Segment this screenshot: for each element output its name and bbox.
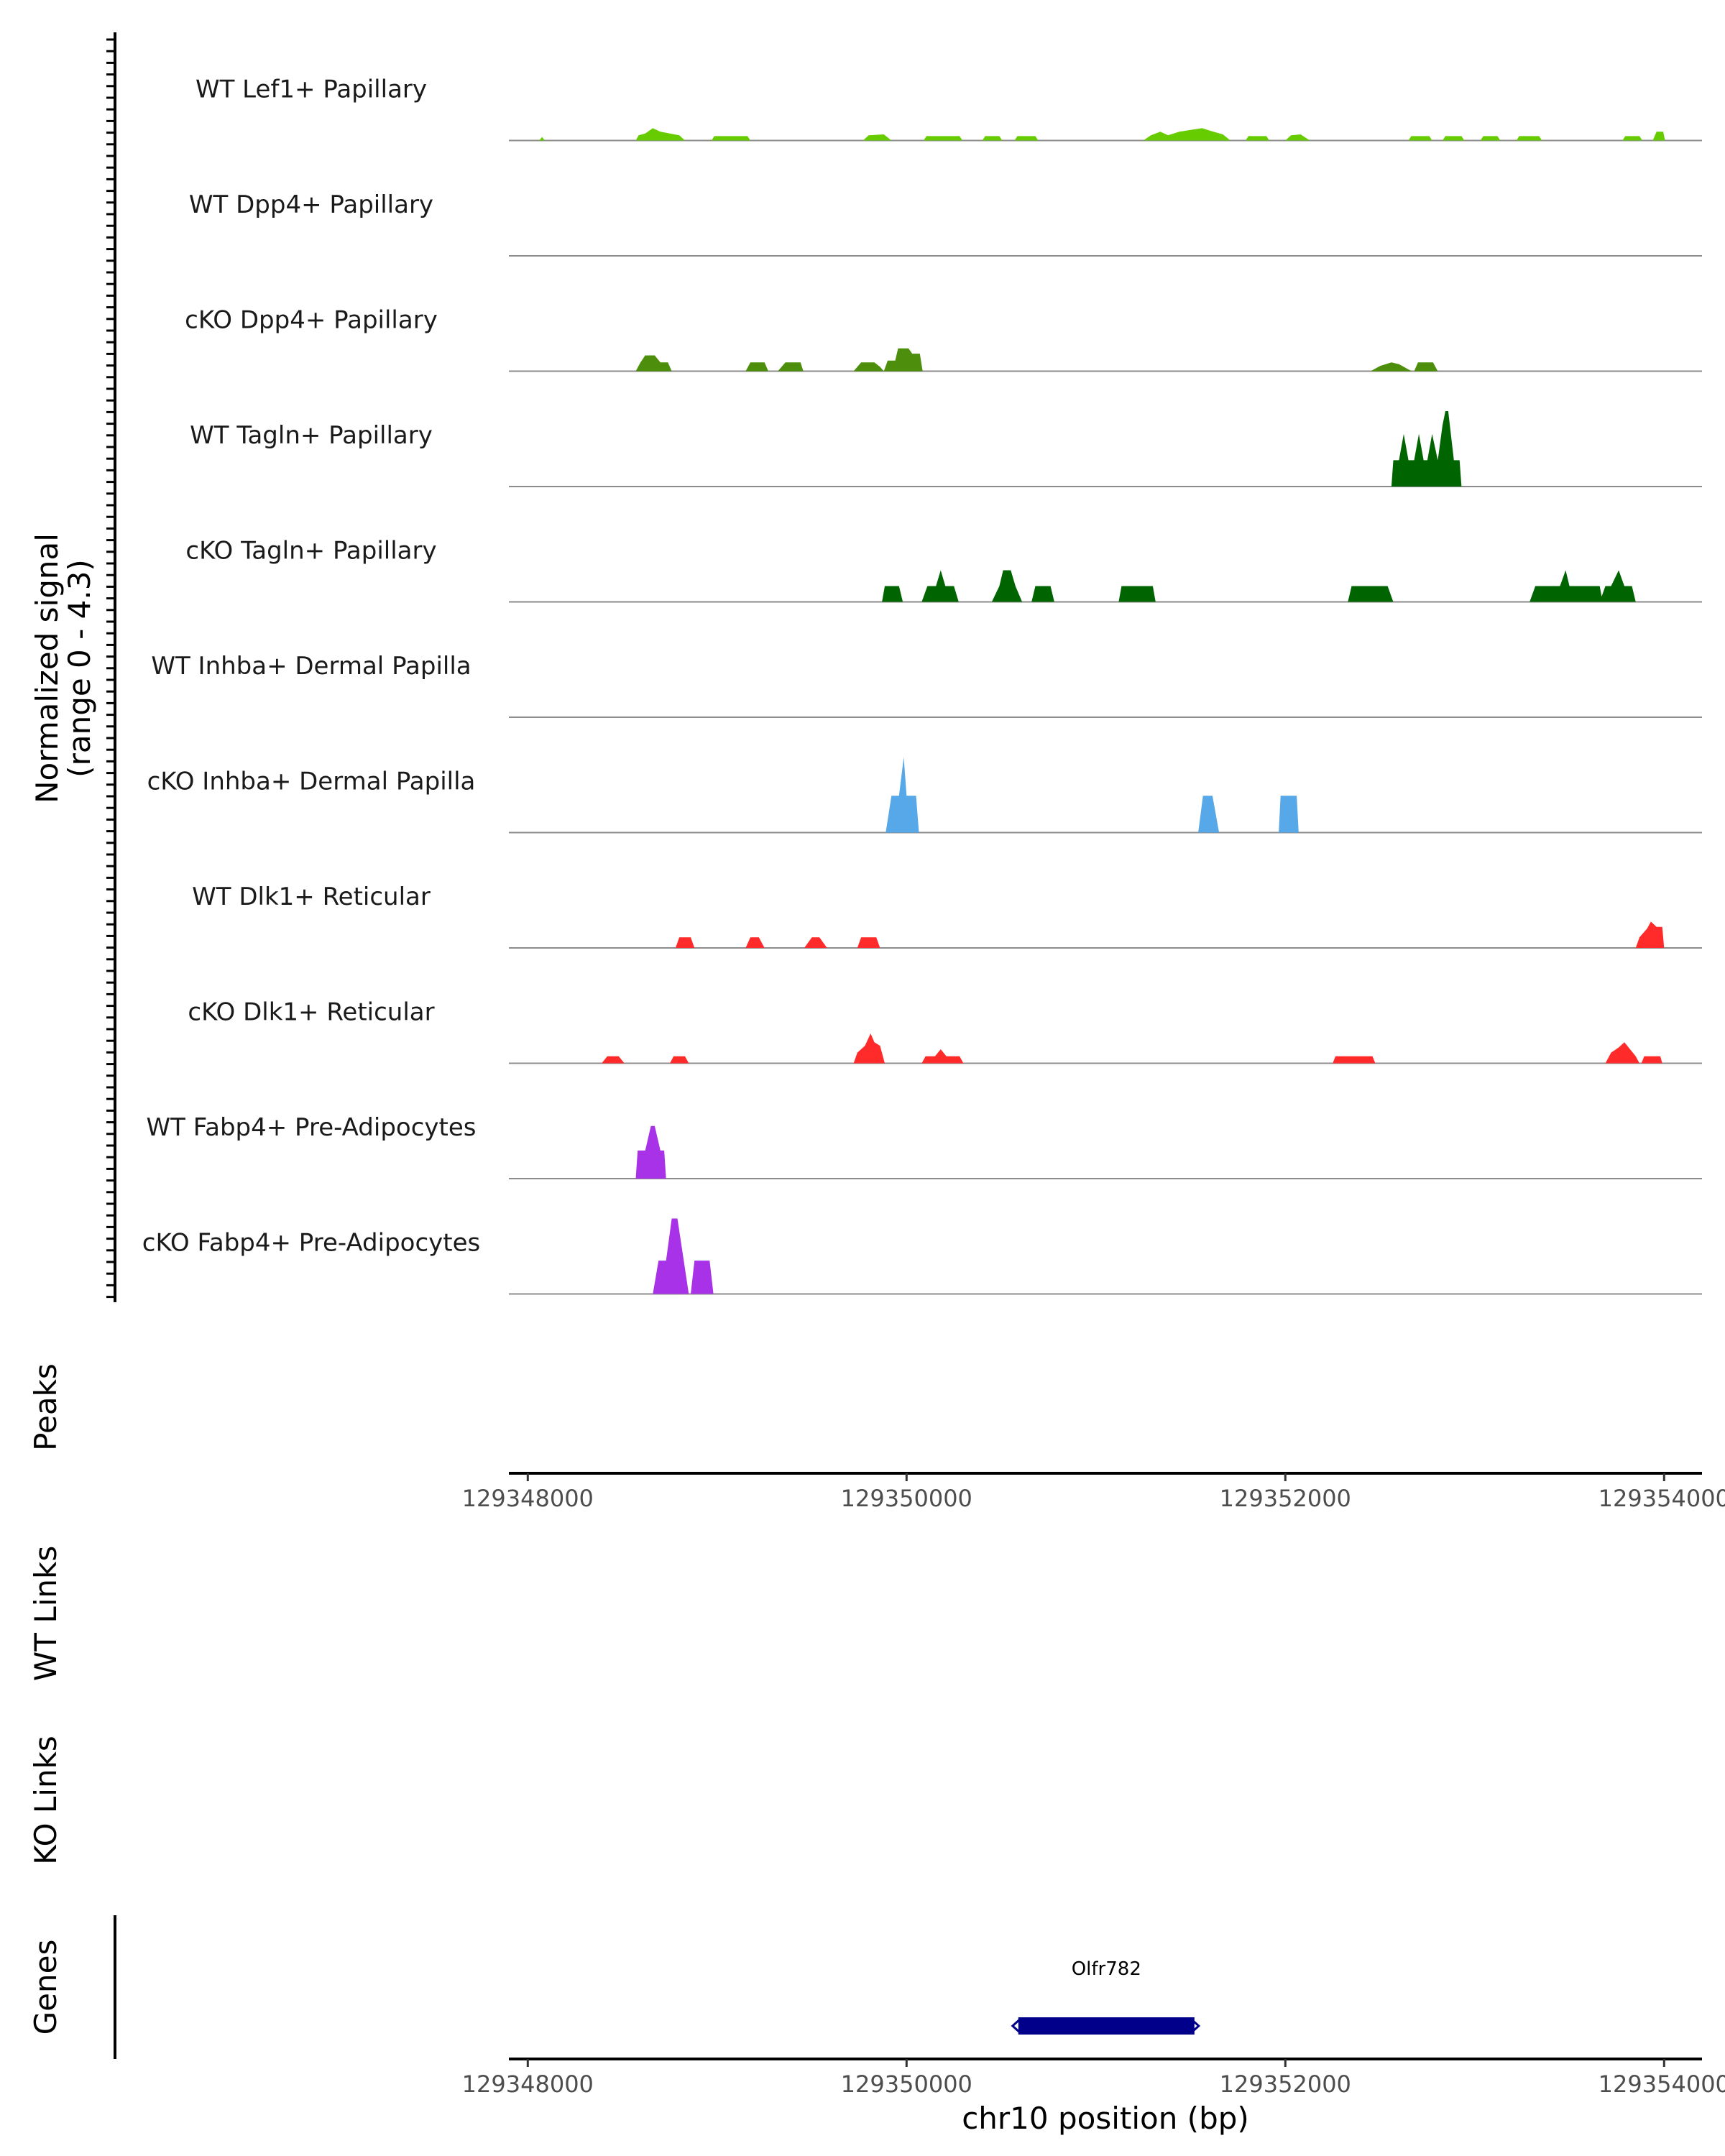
strand-arrow-icon xyxy=(1190,2018,1201,2034)
genes-title: Genes xyxy=(28,1940,63,2035)
track-label: WT Fabp4+ Pre-Adipocytes xyxy=(147,1113,477,1142)
track-label: WT Lef1+ Papillary xyxy=(196,75,427,104)
peaks-x-axis: 129348000 129350000 129352000 129354000 xyxy=(462,1473,1725,1512)
ko-links-title: KO Links xyxy=(28,1736,63,1865)
gene-body xyxy=(1018,2017,1195,2035)
genes-x-axis: 129348000 129350000 129352000 129354000 xyxy=(462,2059,1725,2098)
x-axis-title: chr10 position (bp) xyxy=(962,2101,1249,2136)
coverage-area xyxy=(882,570,1636,602)
track-label: cKO Tagln+ Papillary xyxy=(185,537,436,566)
track-label: WT Dlk1+ Reticular xyxy=(192,883,431,911)
coverage-area xyxy=(635,1125,666,1179)
x-tick-label: 129354000 xyxy=(1598,2070,1725,2098)
x-tick-label: 129350000 xyxy=(841,1485,972,1512)
track-label: WT Dpp4+ Papillary xyxy=(189,190,433,219)
y-axis-title: Normalized signal xyxy=(29,533,65,803)
y-axis-range: (range 0 - 4.3) xyxy=(62,559,97,778)
track-label: cKO Dlk1+ Reticular xyxy=(188,998,434,1027)
track-label: cKO Dpp4+ Papillary xyxy=(185,306,438,335)
coverage-area xyxy=(886,757,1299,833)
wt-links-title: WT Links xyxy=(28,1546,63,1681)
coverage-area xyxy=(539,128,1665,141)
x-tick-label: 129348000 xyxy=(462,1485,594,1512)
track-label: WT Inhba+ Dermal Papilla xyxy=(151,652,471,681)
track-label: WT Tagln+ Papillary xyxy=(190,421,433,450)
x-tick-label: 129348000 xyxy=(462,2070,594,2098)
coverage-tracks: WT Lef1+ Papillary WT Dpp4+ Papillary cKO … xyxy=(142,75,1702,1295)
track-label: cKO Fabp4+ Pre-Adipocytes xyxy=(142,1229,481,1258)
x-tick-label: 129350000 xyxy=(841,2070,972,2098)
coverage-area xyxy=(635,348,1438,372)
coverage-area xyxy=(653,1218,714,1294)
peaks-title: Peaks xyxy=(28,1363,63,1451)
coverage-area xyxy=(602,1033,1662,1064)
strand-arrow-icon xyxy=(1011,2018,1021,2034)
x-tick-label: 129352000 xyxy=(1220,2070,1351,2098)
x-tick-label: 129354000 xyxy=(1598,1485,1725,1512)
coverage-area xyxy=(675,921,1665,948)
gene-track: Olfr782 xyxy=(1011,1958,1201,2035)
track-label: cKO Inhba+ Dermal Papilla xyxy=(147,768,476,796)
gene-label: Olfr782 xyxy=(1072,1958,1141,1980)
x-tick-label: 129352000 xyxy=(1220,1485,1351,1512)
coverage-area xyxy=(1391,411,1462,487)
